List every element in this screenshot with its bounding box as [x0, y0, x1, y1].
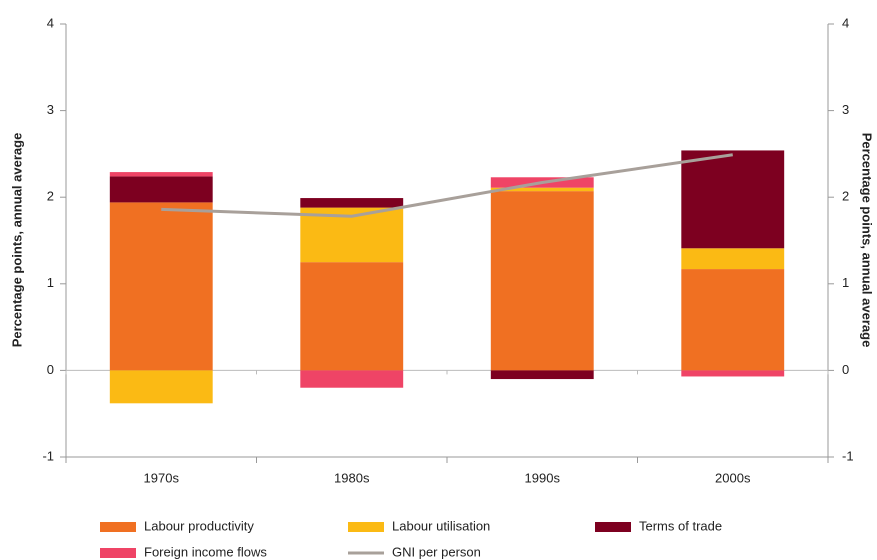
y2-tick-label: 4 — [842, 15, 849, 30]
bar-segment — [300, 198, 404, 208]
bar-segment — [681, 150, 785, 249]
bar-segment — [490, 191, 594, 371]
bar-segment — [681, 370, 785, 377]
x-tick-label: 1980s — [334, 470, 370, 485]
y-tick-label: 1 — [47, 275, 54, 290]
y-tick-label: -1 — [42, 448, 54, 463]
y2-tick-label: 1 — [842, 275, 849, 290]
x-tick-label: 2000s — [715, 470, 751, 485]
bar-segment — [109, 172, 213, 177]
line — [161, 153, 733, 218]
y2-tick-label: -1 — [842, 448, 854, 463]
y2-tick-label: 3 — [842, 102, 849, 117]
bar-segment — [300, 370, 404, 388]
y-axis-label: Percentage points, annual average — [9, 133, 24, 348]
bar-segment — [109, 370, 213, 404]
x-tick-label: 1970s — [144, 470, 180, 485]
bar-segment — [681, 269, 785, 371]
legend-label: Foreign income flows — [144, 544, 267, 559]
y2-tick-label: 2 — [842, 189, 849, 204]
legend-swatch — [595, 522, 631, 532]
bar-segment — [109, 202, 213, 371]
y-tick-label: 2 — [47, 189, 54, 204]
legend-swatch — [100, 548, 136, 558]
bar-segment — [490, 187, 594, 192]
legend-label: Terms of trade — [639, 518, 722, 533]
y-tick-label: 3 — [47, 102, 54, 117]
bar-segment — [300, 262, 404, 371]
legend-label: GNI per person — [392, 544, 481, 559]
y2-axis-label: Percentage points, annual average — [860, 133, 875, 348]
legend-label: Labour utilisation — [392, 518, 490, 533]
bar-segment — [681, 248, 785, 270]
y-tick-label: 4 — [47, 15, 54, 30]
legend-swatch — [100, 522, 136, 532]
y-tick-label: 0 — [47, 362, 54, 377]
bar-segment — [109, 176, 213, 203]
legend-label: Labour productivity — [144, 518, 254, 533]
legend-swatch — [348, 522, 384, 532]
y2-tick-label: 0 — [842, 362, 849, 377]
x-tick-label: 1990s — [525, 470, 561, 485]
bar-segment — [490, 370, 594, 380]
